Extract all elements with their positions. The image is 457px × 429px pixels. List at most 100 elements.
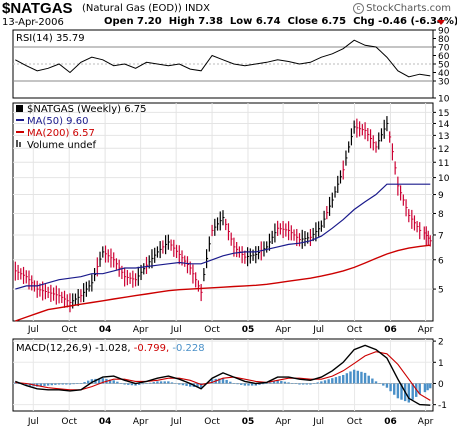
macd-histogram-bar — [418, 383, 421, 395]
macd-histogram-bar — [229, 381, 232, 384]
macd-histogram-bar — [196, 383, 199, 388]
price-x-tick-label: Apr — [133, 325, 149, 335]
price-tick-label: 11 — [438, 159, 449, 169]
price-x-tick-label: Jul — [170, 325, 182, 335]
macd-histogram-bar — [25, 383, 28, 386]
macd-histogram-bar — [423, 383, 427, 393]
rsi-tick-label: 40 — [438, 69, 450, 79]
macd-tick-label: 1 — [438, 359, 444, 369]
quote-date: 13-Apr-2006 — [2, 17, 64, 28]
macd-histogram-bar — [221, 378, 225, 384]
macd-histogram-bar — [127, 383, 130, 385]
macd-histogram-bar — [181, 383, 185, 386]
macd-histogram-bar — [108, 379, 112, 384]
brand-watermark: c StockCharts.com — [353, 3, 451, 14]
macd-histogram-bar — [312, 383, 316, 384]
macd-histogram-bar — [199, 383, 203, 388]
price-tick-label: 14 — [438, 120, 450, 130]
price-x-tick-label: Oct — [347, 325, 363, 335]
volume-legend-swatch-2 — [19, 142, 21, 147]
macd-histogram-bar — [123, 383, 126, 385]
macd-histogram-bar — [156, 381, 159, 384]
macd-tick-label: 0 — [438, 380, 444, 390]
macd-histogram-bar — [411, 383, 414, 400]
macd-histogram-bar — [305, 383, 308, 385]
macd-histogram-bar — [400, 383, 403, 400]
macd-histogram-bar — [65, 383, 68, 385]
volume-legend-swatch — [16, 140, 18, 147]
macd-histogram-bar — [345, 373, 349, 384]
macd-legend-value: -1.028, — [95, 343, 130, 354]
rsi-tick-label: 60 — [438, 52, 450, 62]
price-tick-label: 7 — [438, 231, 444, 241]
macd-histogram-bar — [371, 378, 374, 384]
rsi-tick-label: 30 — [438, 78, 450, 88]
macd-histogram-bar — [97, 378, 101, 384]
price-x-tick-label: 06 — [384, 325, 397, 335]
macd-histogram-bar — [349, 371, 352, 384]
price-x-tick-label: Jul — [312, 325, 324, 335]
macd-histogram-bar — [112, 380, 115, 384]
macd-histogram-bar — [87, 380, 90, 384]
open-value: 7.20 — [137, 16, 162, 27]
macd-histogram-bar — [76, 383, 79, 384]
macd-histogram-bar — [280, 381, 283, 384]
low-label: Low — [229, 16, 253, 27]
macd-histogram-bar — [141, 383, 145, 385]
rsi-tick-label: 10 — [438, 95, 450, 105]
macd-histogram-bar — [374, 381, 378, 384]
price-x-tick-label: Apr — [275, 325, 291, 335]
price-legend-swatch — [16, 105, 23, 112]
macd-histogram-bar — [367, 375, 370, 384]
macd-histogram-bar — [407, 383, 410, 403]
macd-histogram-bar — [378, 383, 381, 384]
macd-histogram-bar — [356, 370, 359, 384]
macd-histogram-bar — [338, 376, 341, 384]
macd-histogram-bar — [396, 383, 400, 399]
ma200-legend-label: MA(200) 6.57 — [27, 128, 95, 139]
macd-histogram-bar — [301, 383, 305, 385]
price-tick-label: 9 — [438, 191, 444, 201]
macd-x-tick-label: Oct — [347, 417, 363, 427]
macd-histogram-bar — [210, 379, 214, 384]
price-x-tick-label: Oct — [61, 325, 77, 335]
price-legend: $NATGAS (Weekly) 6.75 MA(50) 9.60 MA(200… — [16, 104, 146, 151]
macd-x-tick-label: 05 — [242, 417, 255, 427]
rsi-tick-label: 90 — [438, 27, 450, 37]
macd-histogram-bar — [426, 383, 429, 391]
macd-histogram-bar — [130, 383, 134, 386]
macd-histogram-bar — [236, 383, 239, 385]
price-tick-label: 10 — [438, 174, 450, 184]
rsi-legend: RSI(14) 35.79 — [16, 33, 85, 44]
macd-x-tick-label: Apr — [418, 417, 434, 427]
macd-tick-label: 2 — [438, 338, 444, 348]
macd-histogram-bar — [385, 383, 389, 388]
macd-legend-label: MACD(12,26,9) — [16, 343, 92, 354]
macd-histogram-bar — [327, 379, 330, 384]
macd-histogram-bar — [68, 383, 72, 385]
ohlc-summary: Open 7.20 High 7.38 Low 6.74 Close 6.75 … — [104, 16, 457, 27]
macd-histogram-bar — [393, 383, 396, 395]
macd-histogram-bar — [57, 383, 61, 385]
macd-histogram-bar — [159, 381, 163, 384]
macd-histogram-bar — [309, 383, 312, 385]
macd-x-tick-label: Apr — [275, 417, 291, 427]
price-tick-label: 5 — [438, 286, 444, 296]
brand-label: StockCharts.com — [366, 3, 451, 14]
macd-histogram-bar — [218, 378, 221, 384]
macd-histogram-bar — [39, 383, 43, 387]
ma50-line — [15, 183, 431, 290]
macd-histogram-bar — [189, 383, 192, 387]
close-value: 6.75 — [321, 16, 347, 27]
volume-legend-label: Volume undef — [27, 140, 97, 151]
macd-histogram-bar — [225, 379, 228, 384]
macd-histogram-bar — [178, 383, 181, 385]
open-label: Open — [104, 16, 134, 27]
macd-histogram-bar — [342, 375, 345, 384]
macd-histogram-bar — [363, 372, 367, 384]
price-tick-label: 13 — [438, 132, 449, 142]
macd-histogram-bar — [429, 383, 432, 389]
price-x-tick-label: Jul — [27, 325, 39, 335]
macd-histogram-bar — [116, 381, 119, 384]
